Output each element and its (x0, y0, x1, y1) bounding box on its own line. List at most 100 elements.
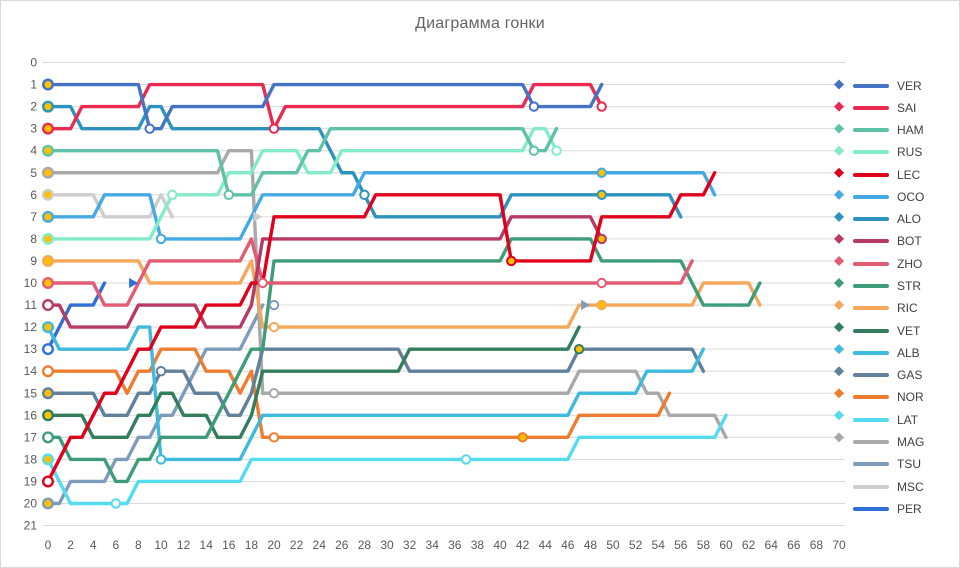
pit-marker-RUS-lap0 (42, 232, 55, 245)
legend-item-RIC[interactable]: RIC (853, 302, 918, 314)
series-line-OCO[interactable] (46, 171, 717, 241)
legend-item-ALB[interactable]: ALB (853, 347, 920, 359)
x-tick-label-42: 42 (516, 538, 530, 552)
pit-marker-HAM-lap0 (42, 144, 55, 157)
series-line-LEC[interactable] (46, 171, 717, 484)
series-line-MSC[interactable] (46, 193, 174, 219)
x-tick-label-56: 56 (674, 538, 688, 552)
y-tick-label-4: 4 (30, 144, 37, 158)
x-tick-label-18: 18 (245, 538, 259, 552)
pit-marker-ALO-lap0 (42, 100, 55, 113)
legend-item-MSC[interactable]: MSC (853, 481, 924, 493)
pit-marker-HAM-lap43 (528, 145, 540, 156)
legend-label-OCO: OCO (897, 189, 925, 204)
legend-item-STR[interactable]: STR (853, 280, 921, 292)
legend-swatch-MAG (853, 439, 889, 444)
x-tick-label-8: 8 (135, 538, 142, 552)
finish-diamond-LEC (834, 167, 844, 178)
x-tick-label-16: 16 (222, 538, 236, 552)
legend-label-ZHO: ZHO (897, 256, 923, 271)
series-line-NOR[interactable] (46, 347, 672, 440)
series-line-ALB[interactable] (46, 325, 706, 462)
legend-swatch-PER (853, 506, 889, 511)
x-tick-label-62: 62 (742, 538, 756, 552)
series-line-BOT[interactable] (46, 215, 604, 329)
pit-marker-LEC-lap41 (506, 255, 517, 267)
pit-marker-NOR-lap0 (42, 365, 55, 378)
pit-marker-VET-lap0 (42, 409, 55, 422)
pit-marker-OCO-lap10 (155, 233, 167, 245)
legend-item-VET[interactable]: VET (853, 325, 920, 337)
x-tick-label-4: 4 (90, 538, 97, 552)
finish-diamond-BOT (834, 233, 844, 244)
series-line-VET[interactable] (46, 325, 581, 440)
y-tick-label-10: 10 (24, 276, 38, 290)
series-line-GAS[interactable] (46, 347, 706, 417)
finish-diamond-GAS (834, 366, 844, 377)
pit-marker-ALO-lap28 (359, 189, 370, 201)
legend-item-OCO[interactable]: OCO (853, 191, 924, 203)
series-line-RUS[interactable] (46, 126, 559, 241)
pit-marker-ALO-lap49 (596, 189, 607, 201)
legend-item-MAG[interactable]: MAG (853, 436, 924, 448)
legend-item-BOT[interactable]: BOT (853, 235, 922, 247)
legend-label-NOR: NOR (897, 390, 924, 405)
legend-swatch-VER (853, 83, 889, 88)
legend-item-HAM[interactable]: HAM (853, 124, 924, 136)
finish-diamond-NOR (834, 388, 844, 399)
legend-item-LAT[interactable]: LAT (853, 414, 918, 426)
pit-marker-RIC-lap0 (42, 254, 55, 267)
y-tick-label-0: 0 (30, 56, 37, 70)
series-line-VER[interactable] (46, 82, 604, 131)
x-tick-label-48: 48 (584, 538, 598, 552)
series-line-HAM[interactable] (46, 126, 559, 197)
finish-diamond-ZHO (834, 255, 844, 266)
series-line-SAI[interactable] (46, 82, 604, 131)
x-tick-label-70: 70 (832, 538, 846, 552)
pit-marker-GAS-lap10 (155, 366, 167, 377)
legend-item-GAS[interactable]: GAS (853, 369, 922, 381)
legend-item-SAI[interactable]: SAI (853, 102, 916, 114)
series-line-LAT[interactable] (46, 413, 728, 506)
x-tick-label-36: 36 (448, 538, 462, 552)
legend-item-ZHO[interactable]: ZHO (853, 258, 922, 270)
series-line-PER[interactable] (46, 281, 107, 351)
legend-swatch-GAS (853, 373, 889, 378)
series-line-MAG[interactable] (46, 149, 728, 440)
legend-label-RIC: RIC (897, 301, 918, 316)
y-tick-label-2: 2 (30, 100, 37, 114)
x-tick-label-40: 40 (493, 538, 507, 552)
legend-swatch-ALO (853, 217, 889, 222)
legend-item-PER[interactable]: PER (853, 503, 922, 515)
series-line-STR[interactable] (46, 237, 762, 484)
x-tick-label-68: 68 (810, 538, 824, 552)
legend-item-TSU[interactable]: TSU (853, 458, 921, 470)
series-line-RIC[interactable] (46, 259, 762, 329)
x-tick-label-34: 34 (426, 538, 440, 552)
legend-swatch-STR (853, 284, 889, 289)
pit-marker-VER-lap9 (144, 123, 155, 134)
x-tick-label-30: 30 (380, 538, 394, 552)
series-line-ALO[interactable] (46, 104, 683, 219)
pit-marker-VER-lap43 (528, 101, 540, 112)
legend-swatch-LAT (853, 417, 889, 422)
dnf-arrow-TSU (581, 300, 591, 311)
y-tick-label-9: 9 (30, 254, 37, 268)
pit-marker-STR-lap0 (42, 431, 55, 444)
pit-marker-GAS-lap0 (42, 387, 55, 400)
legend-item-NOR[interactable]: NOR (853, 391, 924, 403)
legend-item-RUS[interactable]: RUS (853, 146, 922, 158)
legend-item-LEC[interactable]: LEC (853, 169, 920, 181)
legend-label-GAS: GAS (897, 368, 923, 383)
series-line-ZHO[interactable] (46, 237, 694, 307)
legend-item-VER[interactable]: VER (853, 80, 922, 92)
y-tick-label-8: 8 (30, 232, 37, 246)
x-tick-label-64: 64 (765, 538, 779, 552)
x-tick-label-2: 2 (67, 538, 74, 552)
legend-item-ALO[interactable]: ALO (853, 213, 921, 225)
dnf-arrow-PER (129, 278, 139, 288)
series-line-TSU[interactable] (46, 303, 265, 506)
pit-marker-MAG-lap20 (268, 388, 280, 399)
legend-swatch-SAI (853, 105, 889, 110)
